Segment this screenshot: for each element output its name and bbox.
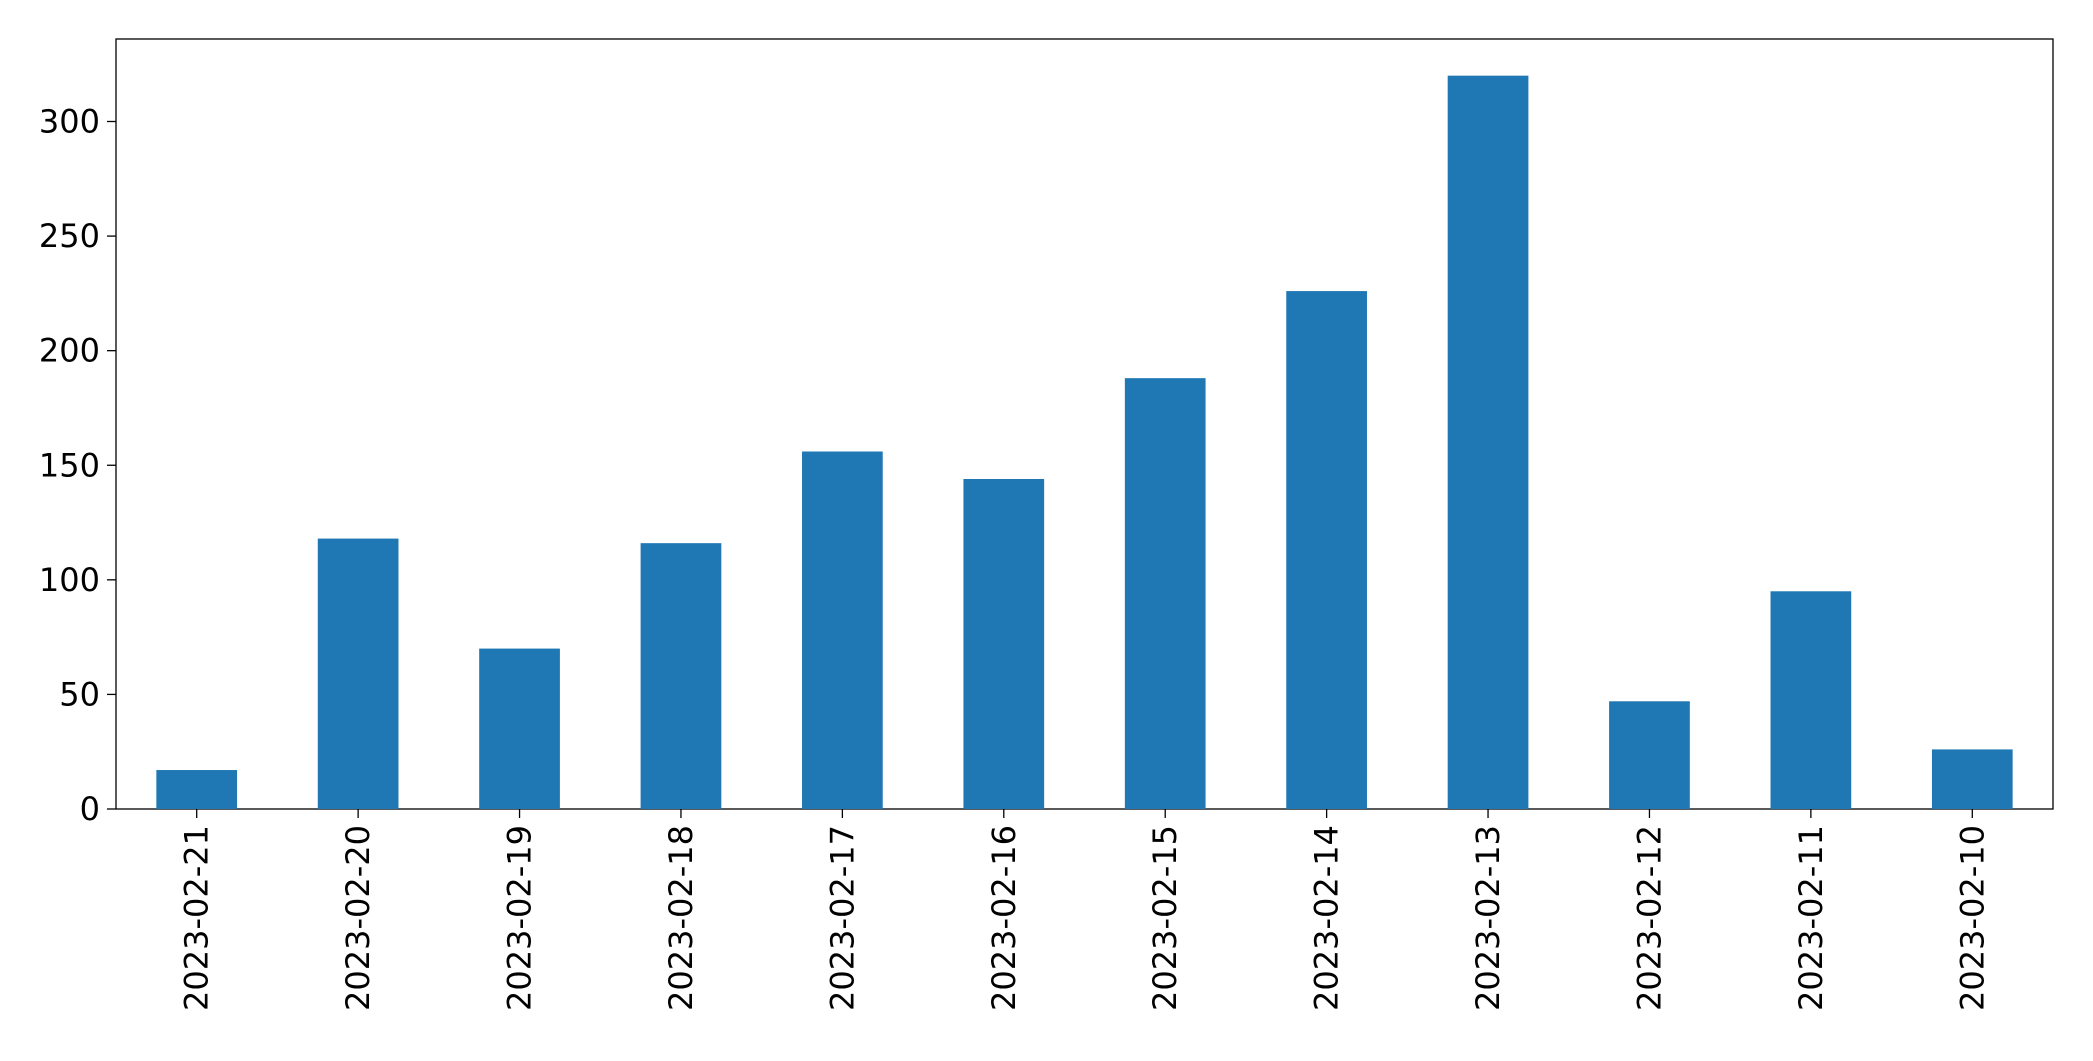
x-tick-label: 2023-02-17	[823, 825, 861, 1011]
bar	[317, 538, 399, 809]
bar	[479, 648, 560, 809]
x-tick-label: 2023-02-11	[1792, 825, 1830, 1011]
axes-frame	[115, 38, 2054, 810]
bar	[156, 770, 238, 809]
bar	[1931, 749, 2013, 809]
bar	[1447, 75, 1529, 809]
x-tick-label: 2023-02-10	[1953, 825, 1991, 1011]
y-tick-label: 300	[39, 103, 100, 141]
x-tick-label: 2023-02-12	[1630, 825, 1668, 1011]
bar	[963, 479, 1045, 809]
x-tick-label: 2023-02-21	[178, 825, 216, 1011]
bar	[1286, 291, 1367, 809]
bar	[1124, 378, 1206, 809]
x-tick-label: 2023-02-20	[339, 825, 377, 1011]
y-tick-label: 50	[59, 675, 100, 713]
y-tick-label: 100	[39, 561, 100, 599]
x-tick-label: 2023-02-15	[1146, 825, 1184, 1011]
y-tick-label: 0	[80, 790, 100, 828]
x-tick-label: 2023-02-14	[1308, 825, 1346, 1011]
bar	[640, 543, 722, 809]
bar	[802, 451, 883, 809]
y-tick-label: 200	[39, 332, 100, 370]
x-tick-label: 2023-02-19	[501, 825, 539, 1011]
x-tick-label: 2023-02-18	[662, 825, 700, 1011]
bar	[1609, 701, 1690, 809]
bar	[1770, 591, 1852, 809]
y-tick-label: 150	[39, 446, 100, 484]
x-tick-label: 2023-02-16	[985, 825, 1023, 1011]
y-tick-label: 250	[39, 217, 100, 255]
x-tick-label: 2023-02-13	[1469, 825, 1507, 1011]
